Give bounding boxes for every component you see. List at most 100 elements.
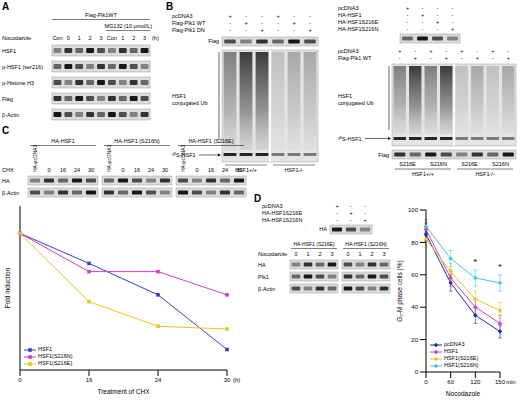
svg-text:CHX: CHX	[2, 167, 14, 173]
svg-text:-: -	[261, 20, 263, 26]
svg-text:S216N: S216N	[492, 161, 509, 167]
svg-text:0: 0	[67, 35, 70, 41]
svg-text:-: -	[452, 12, 454, 18]
svg-text:0: 0	[18, 377, 22, 383]
svg-text:16: 16	[86, 377, 93, 383]
svg-text:0: 0	[294, 251, 297, 257]
svg-text:-: -	[229, 20, 231, 26]
svg-text:S216N: S216N	[430, 161, 447, 167]
svg-text:+: +	[335, 203, 338, 209]
svg-text:-: -	[422, 5, 424, 11]
svg-text:pcDNA3: pcDNA3	[262, 203, 282, 209]
svg-text:60: 60	[447, 379, 454, 385]
svg-text:S216E: S216E	[399, 161, 416, 167]
svg-text:-: -	[430, 55, 432, 61]
svg-text:HA-HSF1 (S216E): HA-HSF1 (S216E)	[293, 241, 334, 247]
svg-text:-: -	[414, 48, 416, 54]
svg-text:30: 30	[88, 167, 94, 173]
svg-text:(h): (h)	[152, 35, 159, 41]
svg-text:+: +	[451, 26, 454, 32]
svg-text:1: 1	[358, 251, 361, 257]
svg-text:HA-HSF1S216N: HA-HSF1S216N	[338, 26, 378, 32]
svg-text:2: 2	[370, 251, 373, 257]
svg-text:-: -	[245, 27, 247, 33]
svg-text:24: 24	[74, 167, 80, 173]
svg-text:β-Actin: β-Actin	[2, 112, 19, 118]
svg-text:16: 16	[208, 167, 214, 173]
svg-text:-: -	[309, 20, 311, 26]
svg-text:B: B	[166, 1, 173, 12]
svg-text:Con: Con	[52, 35, 62, 41]
svg-text:+: +	[429, 48, 432, 54]
svg-text:Flag-Plk1 WT: Flag-Plk1 WT	[338, 55, 372, 61]
svg-text:0: 0	[424, 379, 428, 385]
svg-text:HSF1+/+: HSF1+/+	[235, 167, 257, 173]
svg-text:-: -	[309, 13, 311, 19]
svg-text:0: 0	[47, 167, 50, 173]
svg-text:HA-HSF1 (S216N): HA-HSF1 (S216N)	[345, 241, 387, 247]
svg-text:30: 30	[236, 167, 242, 173]
svg-text:conjugated Ub: conjugated Ub	[172, 100, 207, 106]
svg-text:60: 60	[411, 272, 418, 278]
svg-text:HSF1: HSF1	[338, 93, 352, 99]
svg-text:-: -	[422, 26, 424, 32]
svg-text:HSF1-/-: HSF1-/-	[475, 171, 494, 177]
svg-text:A: A	[2, 1, 9, 12]
svg-text:20: 20	[411, 337, 418, 343]
svg-text:+: +	[445, 55, 448, 61]
svg-text:150: 150	[495, 379, 506, 385]
svg-text:2: 2	[318, 251, 321, 257]
svg-text:-: -	[476, 48, 478, 54]
svg-text:0: 0	[346, 251, 349, 257]
svg-text:HA-HSF1S216N: HA-HSF1S216N	[262, 217, 302, 223]
svg-text:-: -	[336, 210, 338, 216]
svg-text:+: +	[476, 55, 479, 61]
svg-text:HA-HSF1 (S216E): HA-HSF1 (S216E)	[188, 138, 233, 144]
svg-text:-: -	[407, 19, 409, 25]
svg-text:-: -	[437, 12, 439, 18]
svg-text:24: 24	[155, 377, 162, 383]
svg-text:Treatment of CHX: Treatment of CHX	[97, 388, 150, 395]
svg-text:-: -	[507, 48, 509, 54]
svg-text:30: 30	[162, 167, 168, 173]
svg-text:+: +	[349, 210, 352, 216]
svg-text:-: -	[336, 217, 338, 223]
svg-text:³⁵S-HSF1: ³⁵S-HSF1	[338, 136, 362, 142]
svg-text:-: -	[277, 20, 279, 26]
svg-text:1: 1	[121, 35, 124, 41]
svg-text:3: 3	[382, 251, 385, 257]
svg-text:Flag: Flag	[378, 152, 389, 158]
svg-text:-: -	[452, 5, 454, 11]
svg-text:-: -	[407, 26, 409, 32]
svg-text:-: -	[437, 26, 439, 32]
svg-text:S216E: S216E	[461, 161, 478, 167]
svg-text:pcDNA3: pcDNA3	[338, 48, 358, 54]
svg-text:Fold induction: Fold induction	[4, 267, 11, 308]
svg-text:D: D	[254, 193, 261, 204]
svg-text:3: 3	[143, 35, 146, 41]
svg-text:Flag-Plk1 WT: Flag-Plk1 WT	[172, 20, 206, 26]
svg-text:Flag: Flag	[208, 38, 219, 44]
svg-text:HSF1+/+: HSF1+/+	[412, 171, 434, 177]
svg-text:HA: HA	[258, 262, 266, 268]
svg-text:p-Histone H3: p-Histone H3	[2, 80, 34, 86]
svg-text:+: +	[414, 55, 417, 61]
svg-text:-: -	[350, 203, 352, 209]
svg-text:G₂-M phase cells (%): G₂-M phase cells (%)	[396, 260, 404, 321]
svg-text:HA-pcDNA3: HA-pcDNA3	[32, 145, 38, 172]
svg-text:HA-pcDNA3: HA-pcDNA3	[180, 145, 186, 172]
svg-text:HSF1: HSF1	[172, 93, 186, 99]
svg-text:HA: HA	[2, 178, 10, 184]
svg-text:HSF1: HSF1	[2, 48, 16, 54]
svg-text:+: +	[406, 5, 409, 11]
svg-text:-: -	[245, 13, 247, 19]
svg-text:-: -	[407, 12, 409, 18]
svg-text:-: -	[399, 55, 401, 61]
svg-text:-: -	[277, 27, 279, 33]
svg-text:+: +	[276, 13, 279, 19]
svg-text:-: -	[293, 27, 295, 33]
svg-text:-: -	[452, 19, 454, 25]
svg-text:Flag-Plk1 DN: Flag-Plk1 DN	[172, 27, 205, 33]
svg-text:2: 2	[132, 35, 135, 41]
svg-text:-: -	[261, 13, 263, 19]
